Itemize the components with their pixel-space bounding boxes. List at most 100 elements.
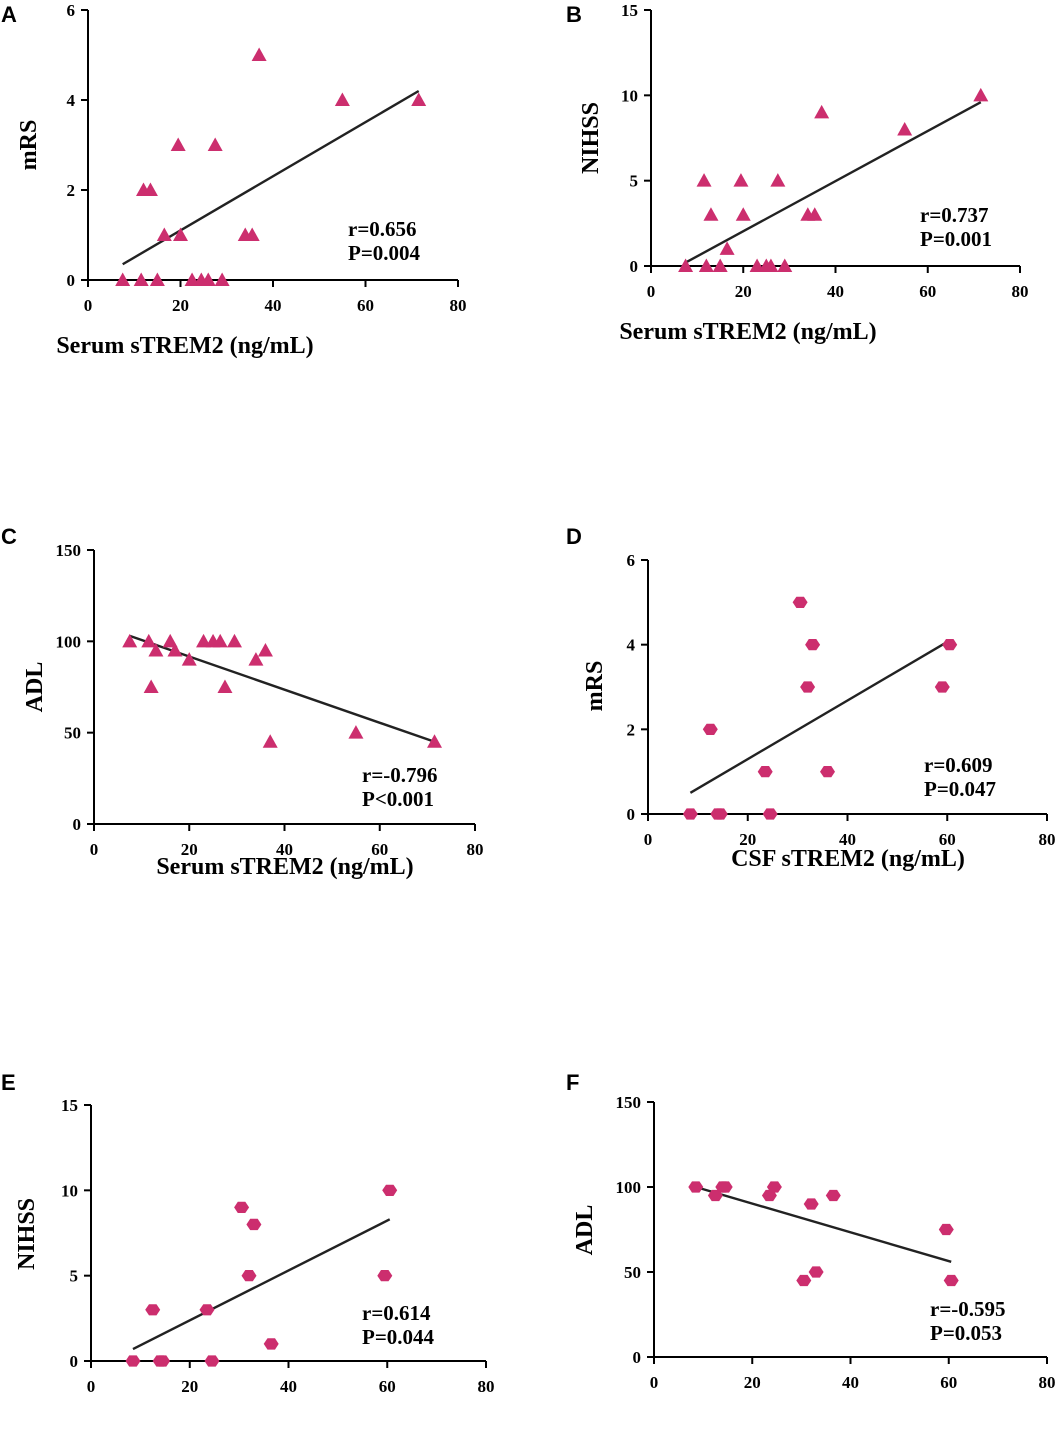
- data-point: [763, 258, 779, 272]
- data-point: [214, 272, 230, 286]
- y-tick-label: 6: [627, 551, 636, 570]
- regression-line: [689, 639, 951, 794]
- data-point: [257, 642, 273, 657]
- x-tick-label: 40: [280, 1377, 297, 1396]
- panel-e: E020406080051015CSF sTREM2 (ng/mL)NIHSSr…: [1, 1070, 495, 1451]
- data-point: [155, 1355, 171, 1367]
- data-point: [204, 1355, 220, 1367]
- data-point: [241, 1270, 257, 1282]
- correlation-r: r=0.609: [924, 753, 993, 777]
- x-axis-title: Serum sTREM2 (ng/mL): [156, 854, 413, 880]
- data-point: [212, 633, 228, 648]
- data-point: [803, 1198, 819, 1210]
- panel-letter: C: [1, 524, 17, 549]
- x-tick-label: 60: [919, 282, 936, 301]
- data-point: [712, 258, 728, 272]
- data-point: [717, 1181, 733, 1193]
- y-tick-label: 0: [627, 805, 636, 824]
- x-tick-label: 60: [379, 1377, 396, 1396]
- y-tick-label: 0: [73, 815, 82, 834]
- data-point: [251, 47, 267, 61]
- y-tick-label: 50: [624, 1263, 641, 1282]
- data-point: [196, 633, 212, 648]
- x-tick-label: 0: [647, 282, 656, 301]
- data-point: [934, 681, 950, 693]
- data-point: [377, 1270, 393, 1282]
- x-tick-label: 0: [644, 830, 653, 849]
- data-point: [133, 272, 149, 286]
- y-axis-title: mRS: [582, 661, 608, 712]
- data-point: [719, 241, 735, 255]
- data-point: [162, 633, 178, 648]
- data-point: [334, 92, 350, 106]
- data-point: [696, 173, 712, 187]
- y-tick-label: 15: [61, 1096, 78, 1115]
- data-point: [943, 1274, 959, 1287]
- x-tick-label: 80: [1012, 282, 1029, 301]
- data-point: [156, 227, 172, 241]
- p-value: P=0.053: [930, 1321, 1002, 1345]
- x-tick-label: 40: [839, 830, 856, 849]
- data-point: [766, 1181, 782, 1193]
- correlation-r: r=0.737: [920, 203, 989, 227]
- p-value: P=0.001: [920, 227, 992, 251]
- x-tick-label: 60: [939, 830, 956, 849]
- data-point: [805, 639, 821, 651]
- p-value: P<0.001: [362, 787, 434, 811]
- correlation-r: r=-0.595: [930, 1297, 1006, 1321]
- y-tick-label: 4: [67, 91, 76, 110]
- panel-letter: E: [1, 1070, 16, 1095]
- x-tick-label: 40: [265, 296, 282, 315]
- data-point: [148, 642, 164, 657]
- data-point: [246, 1218, 262, 1231]
- correlation-r: r=0.656: [348, 217, 417, 241]
- data-point: [707, 1189, 723, 1202]
- data-point: [125, 1355, 141, 1367]
- x-tick-label: 40: [276, 840, 293, 859]
- y-tick-label: 100: [616, 1178, 642, 1197]
- data-point: [199, 1304, 215, 1316]
- data-point: [145, 1304, 161, 1316]
- data-point: [207, 137, 223, 151]
- data-point: [122, 633, 138, 648]
- data-point: [200, 272, 216, 286]
- data-point: [217, 679, 233, 693]
- x-tick-label: 20: [744, 1373, 761, 1392]
- data-point: [703, 207, 719, 221]
- x-tick-label: 40: [842, 1373, 859, 1392]
- data-point: [234, 1201, 250, 1213]
- data-point: [263, 1338, 279, 1350]
- y-tick-label: 4: [627, 636, 636, 655]
- y-tick-label: 2: [67, 181, 76, 200]
- x-tick-label: 0: [90, 840, 99, 859]
- p-value: P=0.044: [362, 1325, 435, 1349]
- data-point: [808, 1266, 824, 1278]
- y-axis-title: NIHSS: [578, 102, 604, 174]
- y-tick-label: 150: [616, 1093, 642, 1112]
- data-point: [244, 227, 260, 241]
- y-tick-label: 0: [630, 257, 639, 276]
- p-value: P=0.004: [348, 241, 421, 265]
- x-tick-label: 80: [1039, 1373, 1056, 1392]
- x-tick-label: 60: [371, 840, 388, 859]
- x-tick-label: 20: [172, 296, 189, 315]
- y-axis-title: mRS: [16, 120, 42, 171]
- data-point: [942, 639, 958, 651]
- x-tick-label: 0: [87, 1377, 96, 1396]
- data-point: [678, 258, 694, 272]
- data-point: [777, 258, 793, 272]
- x-tick-label: 20: [739, 830, 756, 849]
- y-axis-title: NIHSS: [14, 1198, 40, 1270]
- x-axis-title: Serum sTREM2 (ng/mL): [56, 333, 313, 359]
- y-tick-label: 0: [67, 271, 76, 290]
- x-tick-label: 60: [357, 296, 374, 315]
- data-point: [733, 173, 749, 187]
- x-tick-label: 80: [478, 1377, 495, 1396]
- data-point: [800, 681, 816, 693]
- data-point: [167, 642, 183, 657]
- data-point: [761, 1189, 777, 1202]
- y-tick-label: 100: [56, 632, 82, 651]
- panel-letter: B: [566, 2, 582, 27]
- data-point: [820, 766, 835, 778]
- data-point: [807, 207, 823, 221]
